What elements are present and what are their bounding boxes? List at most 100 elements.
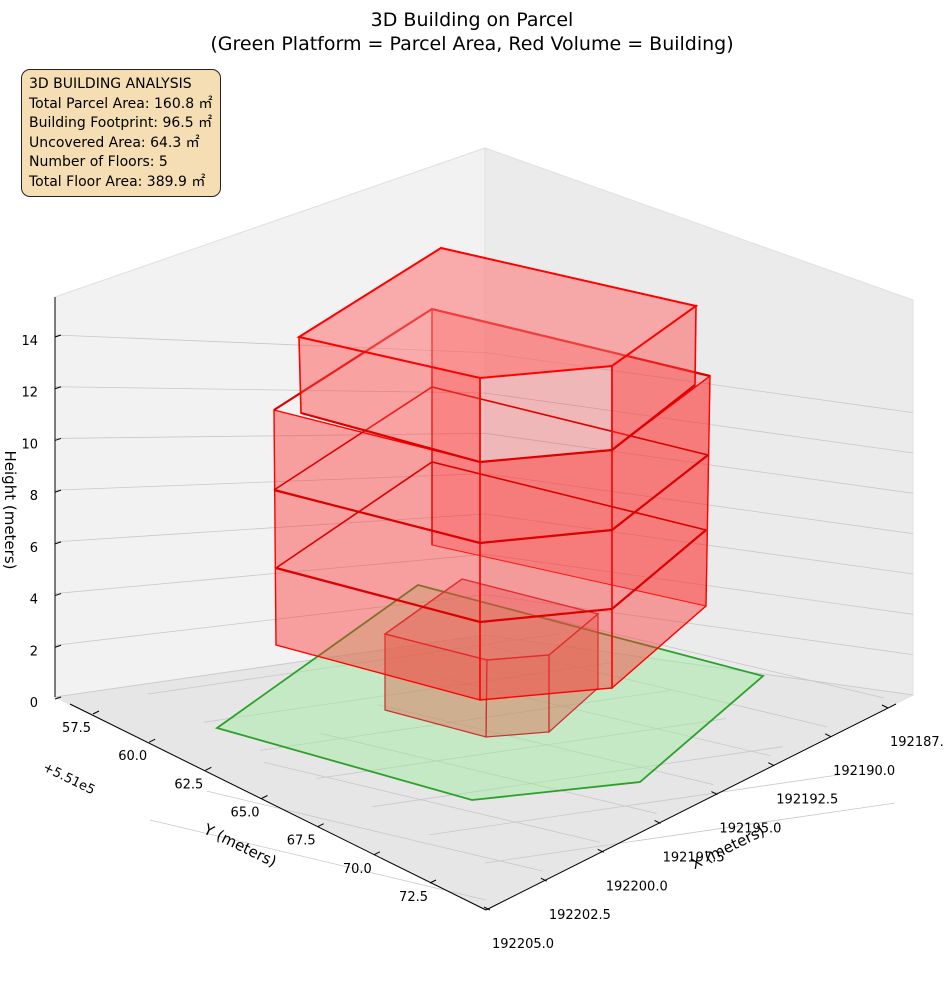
floor-outline-1 bbox=[275, 529, 707, 624]
info-uncovered-area: Uncovered Area: 64.3 ㎡ bbox=[29, 134, 200, 151]
top-storey-base bbox=[300, 384, 696, 464]
axes bbox=[54, 297, 897, 911]
x-tick bbox=[483, 906, 491, 911]
info-number-of-floors: Number of Floors: 5 bbox=[29, 154, 168, 170]
x-tick bbox=[824, 733, 832, 738]
grid-line-y bbox=[204, 661, 615, 723]
y-axis-label: Y (meters) bbox=[200, 820, 279, 871]
z-axis-label: Height (meters) bbox=[1, 451, 19, 570]
grid bbox=[54, 334, 914, 901]
grid-line-z bbox=[54, 553, 486, 594]
info-total-floor-area: Total Floor Area: 389.9 ㎡ bbox=[29, 173, 206, 190]
grid-line-z bbox=[54, 432, 486, 439]
z-tick bbox=[54, 489, 62, 493]
grid-line-x bbox=[547, 617, 885, 699]
grid-line-z bbox=[484, 392, 914, 454]
grid-line-z bbox=[54, 473, 486, 491]
grid-line-z bbox=[54, 634, 486, 698]
grid-line-x bbox=[377, 704, 714, 785]
x-tick-label: 192202.5 bbox=[549, 908, 611, 923]
chart-title-line-1: 3D Building on Parcel bbox=[371, 9, 574, 31]
grid-line-x bbox=[434, 675, 771, 757]
z-tick-label: 2 bbox=[30, 644, 38, 659]
x-tick bbox=[654, 819, 661, 824]
info-building-footprint: Building Footprint: 96.5 ㎡ bbox=[29, 115, 213, 131]
floor-outline-2 bbox=[273, 454, 709, 545]
x-tick bbox=[597, 848, 604, 853]
x-tick-label: 192200.0 bbox=[606, 879, 668, 894]
parcel-platform bbox=[214, 584, 765, 801]
z-tick-label: 10 bbox=[21, 437, 38, 452]
y-axis-line bbox=[69, 703, 487, 911]
grid-line-x bbox=[320, 733, 657, 814]
z-tick-label: 12 bbox=[21, 386, 38, 401]
y-tick bbox=[261, 795, 268, 799]
grid-line-x bbox=[491, 646, 828, 728]
grid-line-y bbox=[484, 802, 896, 864]
z-tick bbox=[54, 541, 62, 545]
grid-line-y bbox=[316, 718, 727, 779]
x-tick-label: 192205.0 bbox=[492, 937, 554, 952]
z-tick-label: 14 bbox=[21, 334, 38, 349]
z-tick-label: 4 bbox=[30, 593, 38, 608]
x-tick bbox=[711, 791, 718, 796]
grid-line-x bbox=[206, 790, 543, 872]
z-tick bbox=[54, 386, 62, 390]
z-tick bbox=[54, 334, 62, 338]
y-tick-label: 62.5 bbox=[174, 777, 203, 792]
x-tick-label: 192187.5 bbox=[890, 735, 944, 750]
y-tick bbox=[317, 823, 324, 828]
grid-line-z bbox=[484, 473, 914, 535]
z-tick bbox=[54, 437, 62, 441]
y-tick-label: 65.0 bbox=[231, 806, 260, 821]
z-tick bbox=[54, 593, 62, 597]
x-tick-label: 192190.0 bbox=[833, 764, 895, 779]
building-lower-block bbox=[383, 578, 600, 738]
ticks: 0 2 4 6 8 10 12 14 57.5 60.0 62.5 65.0 67.5 70.0 72.5 1… bbox=[21, 334, 944, 952]
x-tick bbox=[881, 704, 889, 709]
y-tick-label: 67.5 bbox=[287, 834, 316, 849]
y-tick bbox=[429, 879, 437, 884]
y-tick-label: 72.5 bbox=[399, 890, 428, 905]
y-tick-label: 60.0 bbox=[118, 749, 147, 764]
x-tick-label: 192195.0 bbox=[719, 822, 781, 837]
grid-line-y bbox=[147, 633, 559, 695]
x-tick bbox=[768, 762, 775, 767]
grid-line-z bbox=[484, 553, 914, 615]
analysis-info-box: 3D BUILDING ANALYSIS Total Parcel Area: … bbox=[21, 69, 221, 197]
grid-line-x bbox=[263, 761, 600, 843]
y-tick bbox=[148, 738, 156, 743]
x-tick-label: 192197.5 bbox=[663, 850, 725, 865]
building-floors bbox=[273, 246, 711, 701]
grid-line-y bbox=[372, 746, 783, 808]
z-tick-label: 8 bbox=[30, 489, 38, 504]
grid-line-z bbox=[484, 513, 914, 575]
grid-line-z bbox=[54, 594, 486, 646]
y-tick bbox=[205, 766, 212, 771]
grid-line-z bbox=[484, 594, 914, 656]
building-right-face bbox=[479, 449, 613, 701]
grid-line-x bbox=[149, 819, 487, 901]
y-tick-label: 70.0 bbox=[343, 862, 372, 877]
y-tick bbox=[373, 851, 381, 856]
z-tick bbox=[54, 644, 62, 648]
y-axis-offset-label: +5.51e5 bbox=[40, 760, 97, 798]
x-tick-label: 192192.5 bbox=[776, 793, 838, 808]
z-tick-label: 0 bbox=[30, 696, 38, 711]
info-total-parcel-area: Total Parcel Area: 160.8 ㎡ bbox=[29, 95, 213, 112]
x-tick bbox=[540, 877, 548, 882]
x-axis-line bbox=[485, 703, 897, 911]
z-tick bbox=[54, 696, 62, 700]
info-heading: 3D BUILDING ANALYSIS bbox=[29, 76, 192, 92]
y-tick bbox=[92, 710, 100, 715]
building-base-face-right bbox=[548, 612, 599, 734]
y-tick-label: 57.5 bbox=[62, 721, 91, 736]
chart-title-line-2: (Green Platform = Parcel Area, Red Volum… bbox=[210, 33, 733, 55]
grid-line-z bbox=[54, 513, 486, 543]
z-tick-label: 6 bbox=[30, 541, 38, 556]
grid-line-z bbox=[484, 634, 914, 696]
grid-line-z bbox=[54, 386, 486, 394]
grid-line-y bbox=[428, 774, 839, 836]
grid-line-y bbox=[260, 689, 671, 751]
